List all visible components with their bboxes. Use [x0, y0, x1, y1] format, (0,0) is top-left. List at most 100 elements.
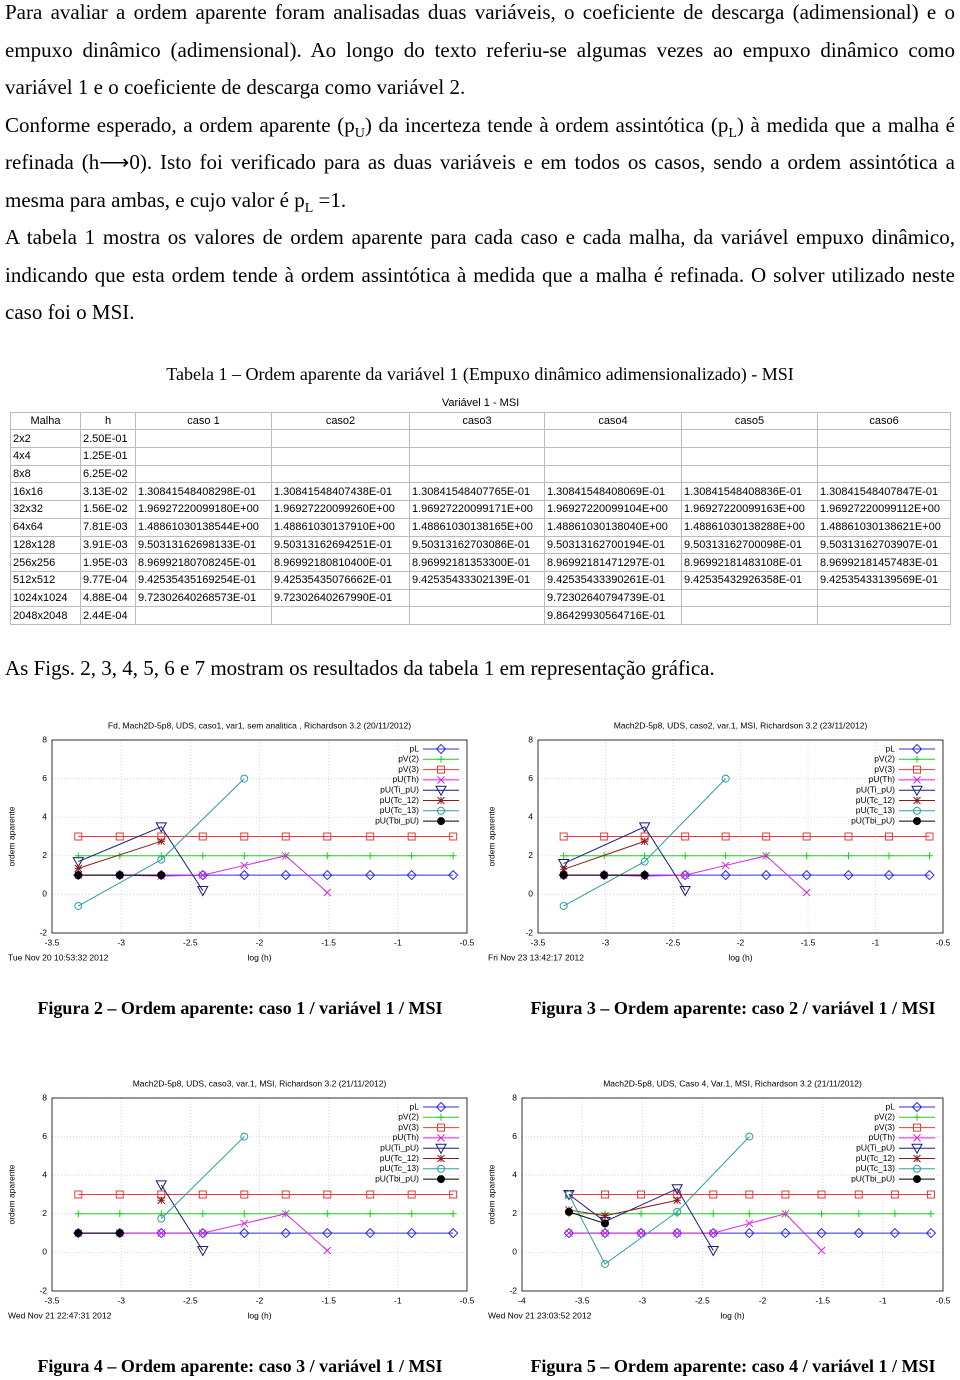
legend-marker — [913, 1134, 921, 1142]
y-tick-label: 4 — [42, 1169, 47, 1179]
x-tick-label: -1.5 — [321, 937, 336, 947]
text-run: A tabela 1 mostra os valores de ordem ap… — [5, 225, 955, 324]
data-point — [722, 852, 730, 860]
table-row: 256x256 1.95E-03 8.96992180708245E-01 8.969… — [10, 553, 952, 572]
table-cell — [544, 447, 682, 466]
y-tick-label: 0 — [42, 889, 47, 899]
data-point — [640, 832, 649, 841]
table-cell — [409, 464, 545, 484]
legend-label: pU(Tbi_pU) — [375, 815, 419, 825]
table-cell: 9.50313162694251E-01 — [271, 535, 410, 555]
y-axis-label: ordem aparente — [6, 1164, 16, 1224]
y-tick-label: 0 — [42, 1247, 47, 1257]
table-cell: 9.50313162703907E-01 — [816, 535, 952, 555]
data-point — [323, 1246, 332, 1255]
legend-label: pU(Tc_12) — [856, 795, 895, 805]
data-point — [406, 1227, 417, 1239]
table-cell — [271, 447, 410, 466]
legend-label: pV(3) — [874, 764, 895, 774]
data-point — [157, 871, 166, 880]
data-point — [745, 1132, 754, 1141]
table-cell — [816, 464, 952, 484]
legend-marker — [437, 1175, 446, 1184]
legend-marker — [913, 1154, 921, 1163]
table-cell: 1.56E-02 — [80, 500, 136, 519]
y-tick-label: -2 — [39, 1285, 47, 1295]
figure-caption: Figura 4 – Ordem aparente: caso 3 / vari… — [37, 1356, 443, 1376]
data-point — [817, 1246, 826, 1255]
table-cell: 1.30841548407847E-01 — [816, 482, 952, 502]
table-cell — [681, 464, 818, 484]
x-tick-label: -3 — [117, 1295, 125, 1305]
text-run: ) à medida que a malha é refinada (h⟶0).… — [5, 112, 955, 212]
table-cell — [681, 588, 818, 608]
data-point — [925, 1227, 937, 1239]
y-axis-label: ordem aparente — [486, 806, 496, 866]
table-cell: 16x16 — [10, 482, 81, 502]
legend-label: pV(2) — [398, 1112, 419, 1122]
column-header: caso4 — [544, 411, 682, 431]
data-point — [156, 1227, 167, 1239]
table-cell: 2x2 — [10, 429, 81, 449]
data-point — [240, 832, 249, 841]
data-point — [673, 1229, 682, 1237]
table-body: Variável 1 - MSI Malha h caso 1 caso2 caso3 ca… — [10, 395, 952, 625]
table-cell — [409, 447, 545, 466]
legend-label: pU(Ti_pU) — [380, 784, 419, 794]
table-cell: 32x32 — [10, 500, 81, 519]
data-point — [816, 1227, 827, 1239]
y-tick-label: 8 — [528, 734, 533, 744]
legend-marker — [437, 776, 445, 784]
data-point — [280, 869, 291, 881]
legend-marker — [435, 1101, 447, 1113]
data-point — [157, 1196, 166, 1205]
data-point — [926, 1190, 935, 1199]
column-header: caso5 — [681, 411, 818, 431]
data-point — [449, 832, 458, 841]
data-point — [760, 869, 772, 881]
data-point — [891, 1210, 899, 1218]
y-tick-label: 0 — [528, 889, 533, 899]
chart-title: Mach2D-5p8, UDS, caso3, var.1, MSI, Rich… — [133, 1078, 387, 1088]
x-axis-label: log (h) — [247, 1310, 271, 1320]
legend-marker — [437, 1164, 446, 1173]
data-point — [681, 871, 690, 879]
legend-label: pU(Ti_pU) — [380, 1142, 419, 1152]
paragraph: Conforme esperado, a ordem aparente (pU)… — [5, 107, 955, 220]
data-point — [74, 1229, 83, 1238]
data-point — [198, 871, 207, 879]
data-point — [366, 1210, 374, 1218]
y-tick-label: 8 — [42, 734, 47, 744]
legend-label: pU(Tc_13) — [856, 805, 895, 815]
data-point — [366, 1190, 375, 1199]
data-point — [157, 1229, 166, 1237]
data-point — [744, 1227, 755, 1239]
x-tick-label: -2.5 — [183, 1295, 198, 1305]
series-line — [160, 1136, 245, 1219]
table-row: 1024x1024 4.88E-04 9.72302640268573E-01 9.7… — [10, 588, 952, 608]
data-point — [679, 869, 691, 881]
series-line — [568, 1213, 822, 1251]
chart: Mach2D-5p8, UDS, caso2, var.1, MSI, Rich… — [486, 720, 950, 962]
y-tick-label: 6 — [42, 773, 47, 783]
data-point — [855, 1210, 863, 1218]
data-point — [407, 832, 416, 841]
legend-marker — [437, 1134, 445, 1142]
legend-marker — [913, 1164, 922, 1173]
y-tick-label: 0 — [512, 1247, 517, 1257]
table-cell — [271, 606, 410, 625]
table-cell: 3.91E-03 — [80, 535, 136, 555]
x-tick-label: -2 — [759, 1295, 767, 1305]
data-point — [240, 861, 249, 870]
legend-label: pL — [886, 743, 896, 753]
body-text: Para avaliar a ordem aparente foram anal… — [5, 0, 955, 332]
table-cell: 8.96992180708245E-01 — [135, 553, 272, 572]
data-point — [745, 1190, 754, 1199]
data-point — [709, 1229, 718, 1237]
legend-label: pU(Tc_13) — [856, 1163, 895, 1173]
table-cell: 1.48861030138165E+00 — [409, 517, 545, 537]
x-tick-label: -1.5 — [815, 1295, 830, 1305]
table-cell: 9.42535432926358E-01 — [681, 570, 818, 590]
data-point — [601, 1229, 609, 1237]
legend-label: pU(Tbi_pU) — [851, 815, 895, 825]
